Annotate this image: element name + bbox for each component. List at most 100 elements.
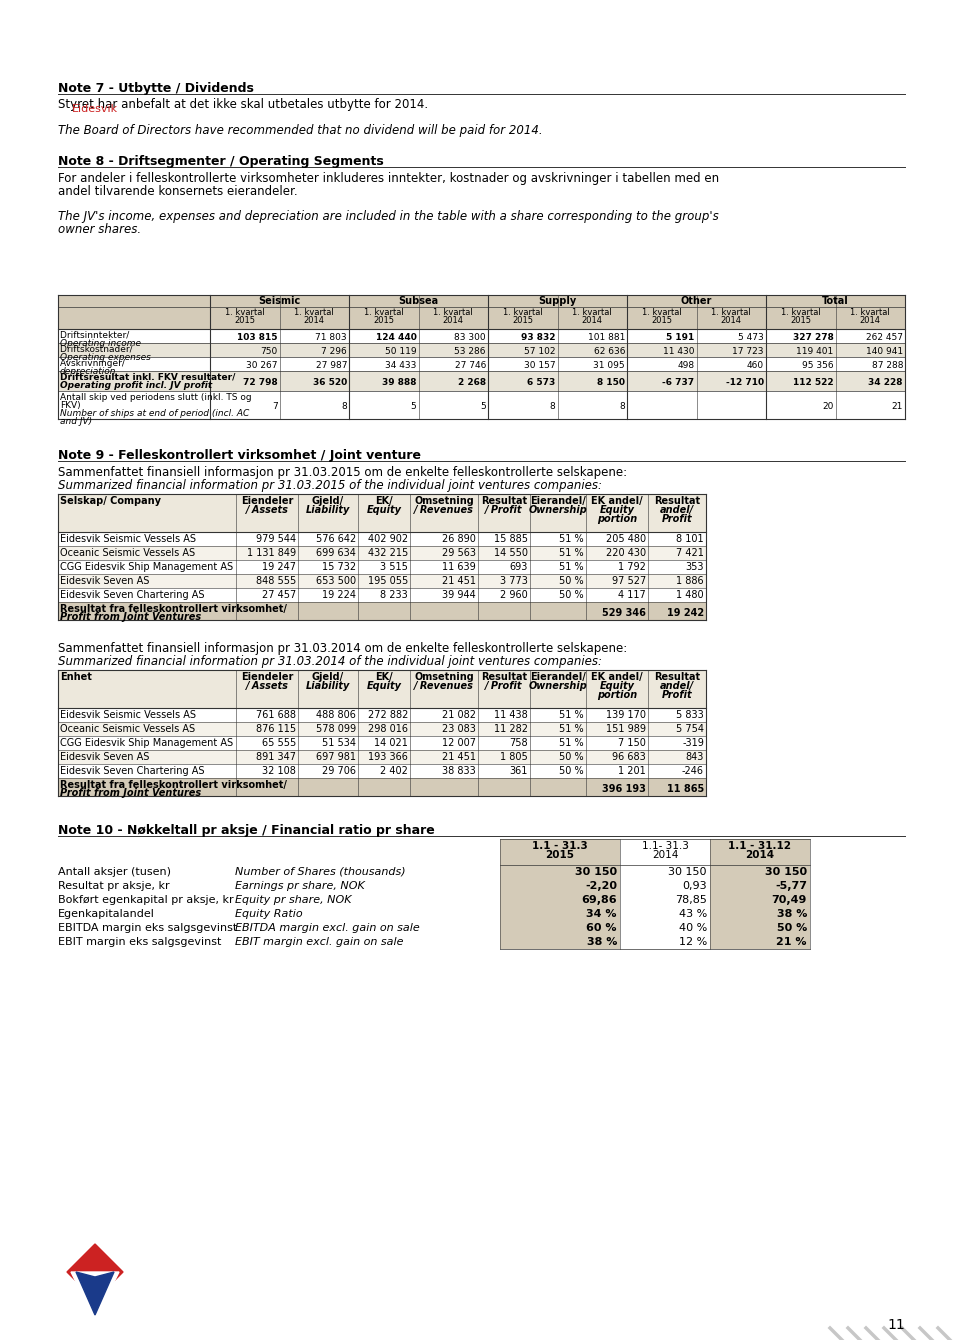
Text: Note 10 - Nøkkeltall pr aksje / Financial ratio pr share: Note 10 - Nøkkeltall pr aksje / Financia… (58, 824, 435, 838)
Text: 38 %: 38 % (777, 909, 807, 919)
Text: 50 %: 50 % (560, 590, 584, 600)
Text: Resultat: Resultat (654, 671, 700, 682)
Bar (58, 532, 706, 545)
Text: 96 683: 96 683 (612, 752, 646, 762)
Text: 843: 843 (685, 752, 704, 762)
Text: 95 356: 95 356 (802, 360, 833, 370)
Text: 17 723: 17 723 (732, 347, 764, 356)
Text: Driftskostnader/: Driftskostnader/ (60, 344, 135, 354)
Text: 39 944: 39 944 (443, 590, 476, 600)
Text: Resultat: Resultat (481, 496, 527, 507)
Text: 2 402: 2 402 (380, 766, 408, 776)
Text: 11 438: 11 438 (494, 710, 528, 720)
Bar (710, 892, 810, 907)
Text: 20: 20 (822, 402, 833, 411)
Text: 693: 693 (510, 561, 528, 572)
Text: Resultat pr aksje, kr: Resultat pr aksje, kr (58, 880, 170, 891)
Text: EBIT margin excl. gain on sale: EBIT margin excl. gain on sale (235, 937, 403, 947)
Text: Enhet: Enhet (60, 671, 92, 682)
Text: 2015: 2015 (513, 316, 533, 326)
Polygon shape (67, 1244, 123, 1300)
Text: Antall aksjer (tusen): Antall aksjer (tusen) (58, 867, 171, 876)
Text: 12 007: 12 007 (442, 738, 476, 748)
Text: 2014: 2014 (582, 316, 603, 326)
Text: 8 233: 8 233 (380, 590, 408, 600)
Bar (58, 736, 706, 750)
Text: EBITDA margin excl. gain on sale: EBITDA margin excl. gain on sale (235, 923, 420, 933)
Text: Resultat: Resultat (481, 671, 527, 682)
Text: 29 706: 29 706 (322, 766, 356, 776)
Text: 2015: 2015 (790, 316, 811, 326)
Text: 576 642: 576 642 (316, 535, 356, 544)
Text: 19 247: 19 247 (262, 561, 296, 572)
Text: 32 108: 32 108 (262, 766, 296, 776)
Text: 51 %: 51 % (560, 548, 584, 557)
Text: 1 805: 1 805 (500, 752, 528, 762)
Text: 38 833: 38 833 (443, 766, 476, 776)
Text: 29 563: 29 563 (442, 548, 476, 557)
Text: 101 881: 101 881 (588, 334, 625, 342)
Bar (58, 670, 706, 708)
Text: 30 150: 30 150 (575, 867, 617, 876)
Text: 353: 353 (685, 561, 704, 572)
Text: 30 267: 30 267 (246, 360, 277, 370)
Bar (58, 560, 706, 574)
Text: 14 021: 14 021 (374, 738, 408, 748)
Text: 8: 8 (550, 402, 556, 411)
Text: 1 886: 1 886 (677, 576, 704, 586)
Text: CGG Eidesvik Ship Management AS: CGG Eidesvik Ship Management AS (60, 561, 233, 572)
Text: 103 815: 103 815 (237, 334, 277, 342)
Text: 11 639: 11 639 (443, 561, 476, 572)
Text: 1. kvartal: 1. kvartal (295, 308, 334, 318)
Bar (500, 935, 620, 949)
Text: 151 989: 151 989 (606, 724, 646, 734)
Text: 2014: 2014 (745, 850, 775, 860)
Text: Profit: Profit (661, 515, 692, 524)
Text: 27 987: 27 987 (316, 360, 347, 370)
Text: 112 522: 112 522 (793, 378, 833, 387)
Text: 2014: 2014 (860, 316, 880, 326)
Text: 39 888: 39 888 (382, 378, 417, 387)
Bar (620, 921, 710, 935)
Bar (58, 343, 905, 356)
Text: -2,20: -2,20 (585, 880, 617, 891)
Polygon shape (71, 1272, 119, 1320)
Bar (58, 371, 905, 391)
Text: / Assets: / Assets (246, 505, 288, 515)
Text: Eidesvik Seismic Vessels AS: Eidesvik Seismic Vessels AS (60, 535, 196, 544)
Text: 1.1 - 31.3: 1.1 - 31.3 (532, 842, 588, 851)
Text: 14 550: 14 550 (494, 548, 528, 557)
Text: 758: 758 (510, 738, 528, 748)
Text: Equity: Equity (367, 505, 401, 515)
Text: 2015: 2015 (651, 316, 672, 326)
Text: 699 634: 699 634 (316, 548, 356, 557)
Text: andel tilvarende konsernets eierandeler.: andel tilvarende konsernets eierandeler. (58, 185, 298, 198)
Bar (58, 602, 706, 620)
Text: Gjeld/: Gjeld/ (312, 496, 344, 507)
Text: 220 430: 220 430 (606, 548, 646, 557)
Text: 21: 21 (892, 402, 903, 411)
Text: 848 555: 848 555 (255, 576, 296, 586)
Text: 38 %: 38 % (587, 937, 617, 947)
Text: 11 430: 11 430 (663, 347, 694, 356)
Text: / Revenues: / Revenues (414, 681, 474, 691)
Text: Profit: Profit (661, 690, 692, 699)
Text: 34 228: 34 228 (869, 378, 903, 387)
Text: EK andel/: EK andel/ (591, 671, 643, 682)
Text: 2014: 2014 (303, 316, 324, 326)
Text: 750: 750 (260, 347, 277, 356)
Text: 195 055: 195 055 (368, 576, 408, 586)
Text: depreciation: depreciation (60, 367, 116, 377)
Text: 1 201: 1 201 (618, 766, 646, 776)
Text: 34 %: 34 % (587, 909, 617, 919)
Text: Summarized financial information pr 31.03.2014 of the individual joint ventures : Summarized financial information pr 31.0… (58, 655, 602, 669)
Text: 2 960: 2 960 (500, 590, 528, 600)
Text: 40 %: 40 % (679, 923, 707, 933)
Text: Oceanic Seismic Vessels AS: Oceanic Seismic Vessels AS (60, 548, 195, 557)
Bar (58, 722, 706, 736)
Bar (500, 866, 620, 879)
Text: 30 157: 30 157 (524, 360, 556, 370)
Text: andel/: andel/ (660, 505, 694, 515)
Text: 65 555: 65 555 (262, 738, 296, 748)
Text: Equity: Equity (367, 681, 401, 691)
